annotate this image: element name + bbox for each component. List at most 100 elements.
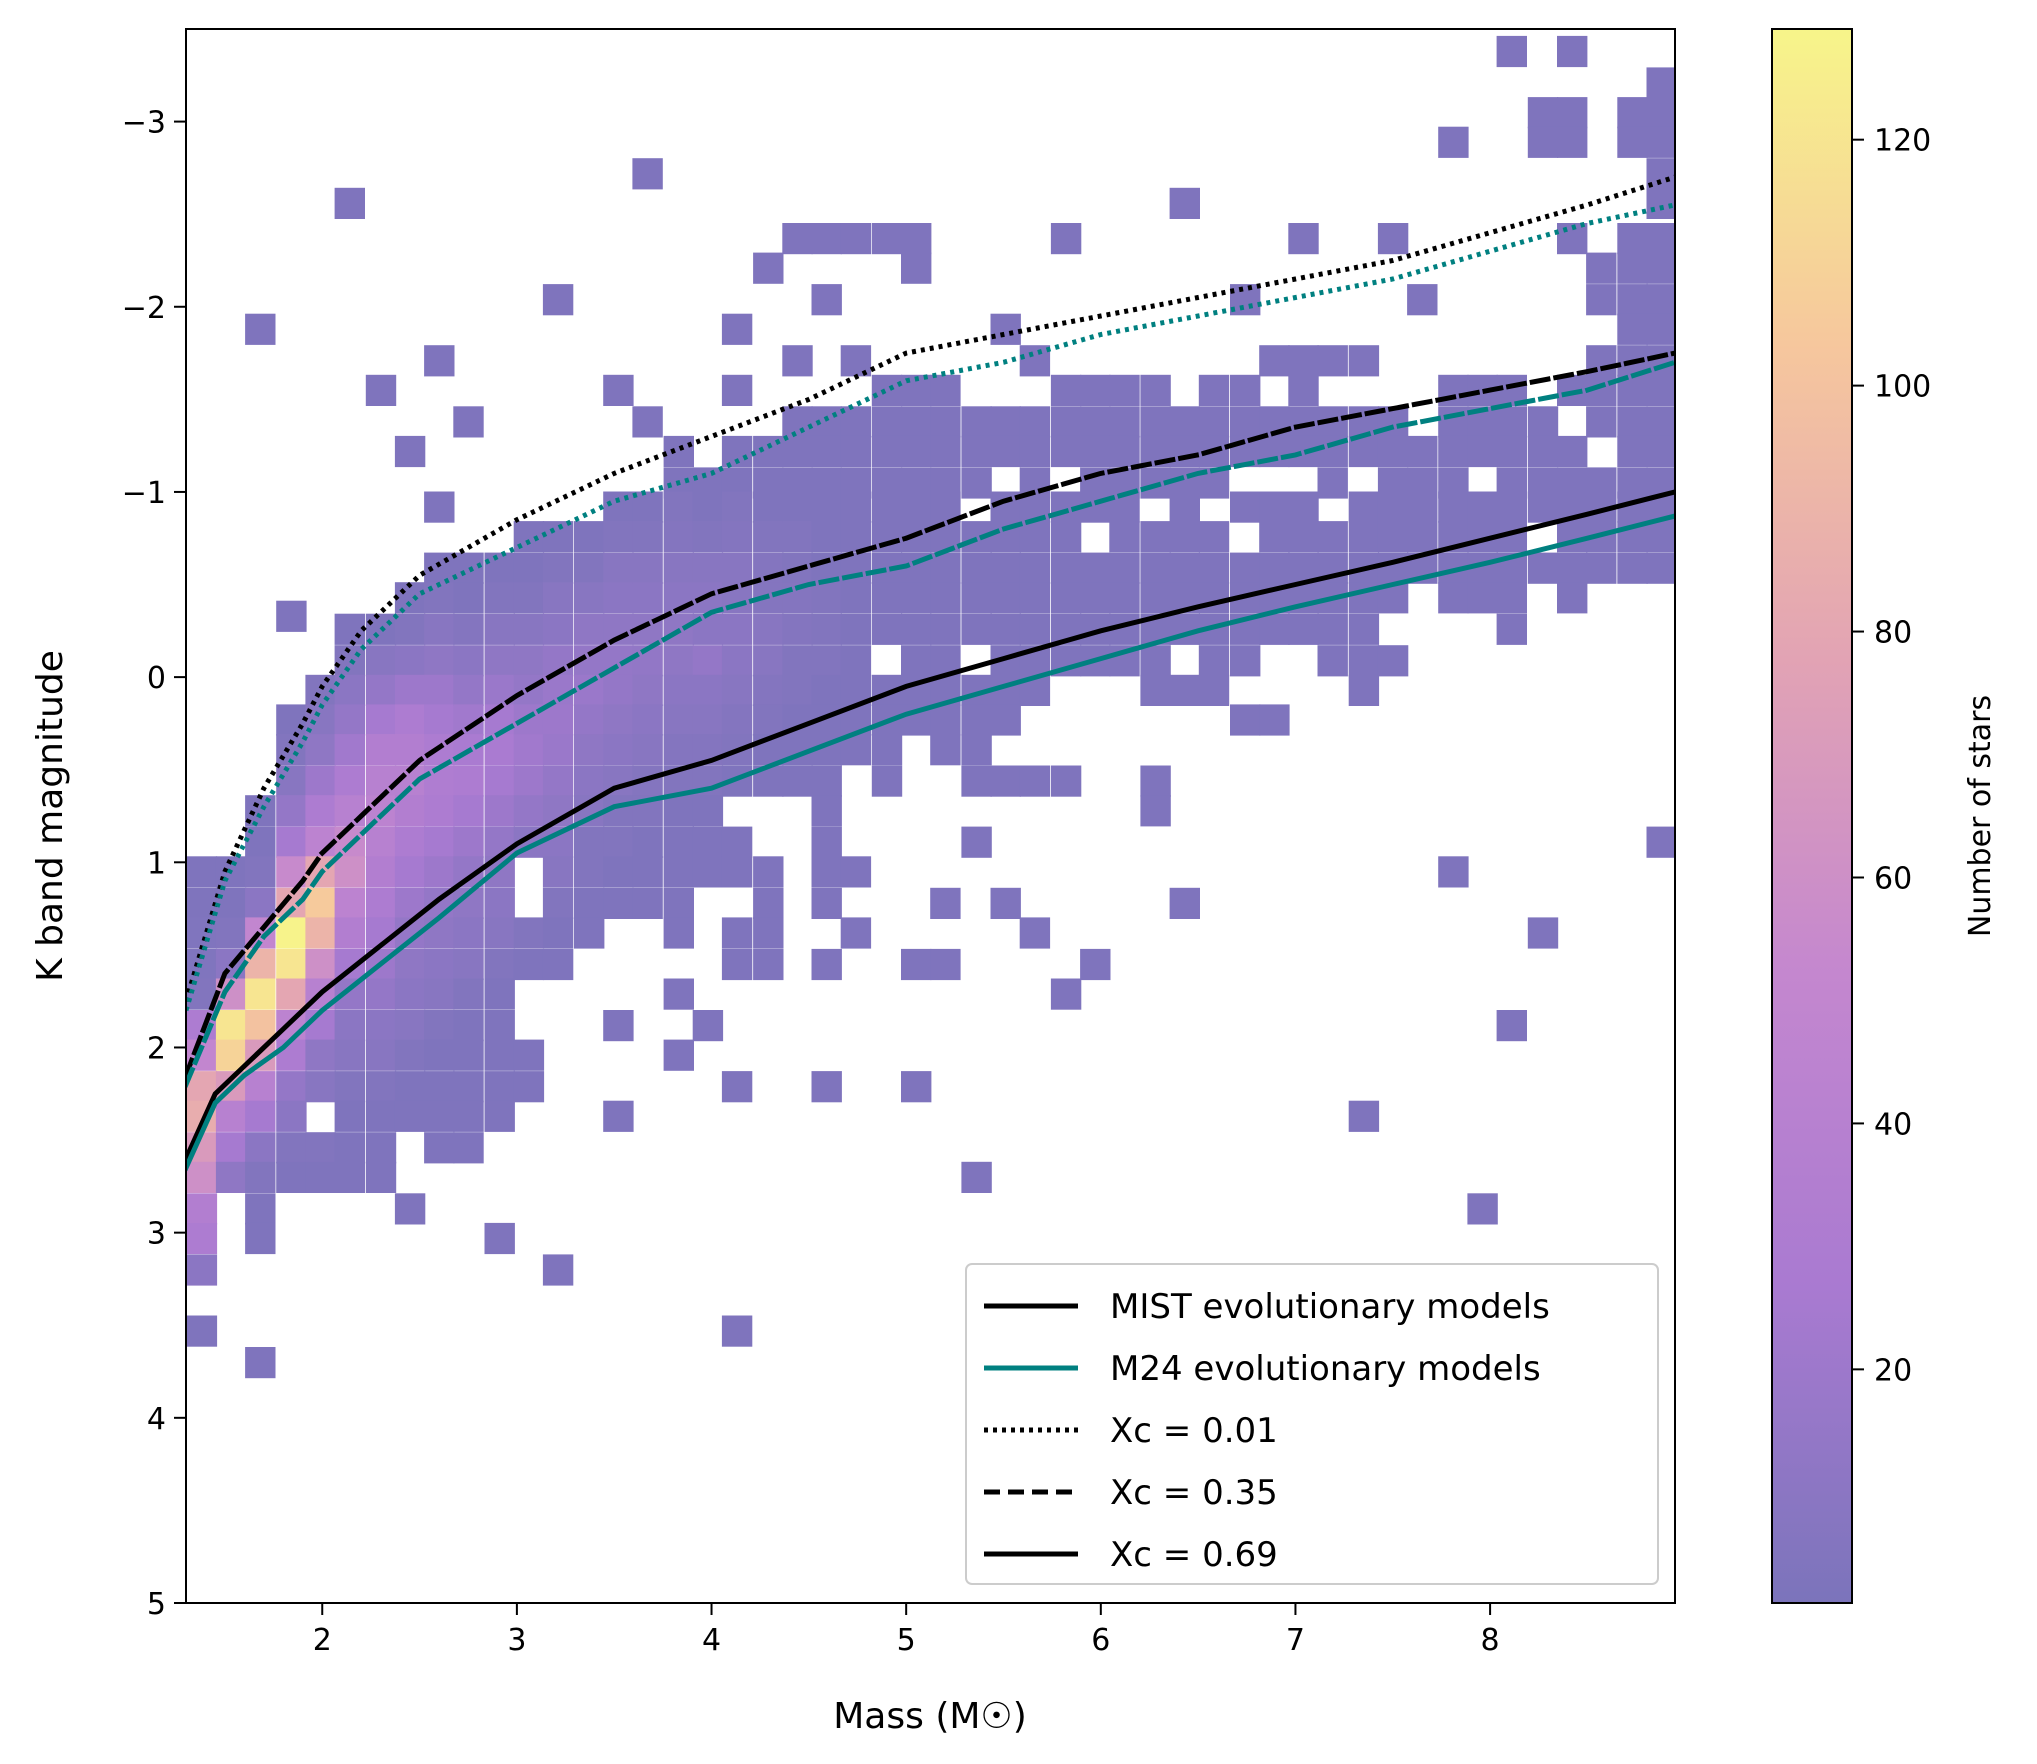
heatmap-cell (1259, 521, 1290, 553)
heatmap-cell (1496, 1010, 1527, 1042)
heatmap-cell (365, 978, 397, 1010)
heatmap-cell (1109, 582, 1140, 614)
heatmap-cell (603, 826, 634, 858)
heatmap-cell (394, 1193, 426, 1225)
heatmap-cell (632, 674, 663, 706)
legend-label: M24 evolutionary models (1110, 1349, 1541, 1389)
heatmap-cell (901, 613, 932, 645)
heatmap-cell (484, 887, 515, 919)
heatmap-cell (484, 645, 515, 677)
heatmap-cell (276, 600, 307, 632)
heatmap-cell (394, 948, 426, 981)
heatmap-cell (1140, 552, 1171, 584)
heatmap-cell (365, 1010, 397, 1042)
heatmap-cell (1496, 491, 1527, 523)
heatmap-cell (424, 645, 455, 677)
heatmap-cell (871, 734, 903, 766)
curve-m24-dotted (186, 202, 1675, 1012)
heatmap-cell (1019, 582, 1051, 614)
heatmap-cell (990, 552, 1021, 584)
heatmap-cell (542, 734, 574, 766)
heatmap-cell (365, 374, 397, 406)
heatmap-cell (692, 856, 724, 888)
heatmap-cell (513, 613, 545, 645)
heatmap-cell (305, 734, 336, 766)
heatmap-cell (394, 1100, 426, 1132)
heatmap-cell (186, 1254, 218, 1286)
heatmap-cell (990, 406, 1021, 438)
heatmap-cell (424, 795, 455, 827)
heatmap-cell (901, 948, 932, 981)
heatmap-cell (961, 582, 992, 614)
heatmap-cell (1317, 521, 1348, 553)
heatmap-cell (365, 1039, 397, 1071)
heatmap-cell (1617, 223, 1648, 255)
heatmap-cell (603, 887, 634, 919)
heatmap-cell (663, 978, 694, 1010)
heatmap-cell (811, 887, 842, 919)
x-tick-label: 4 (702, 1623, 721, 1658)
heatmap-cell (1198, 374, 1230, 406)
heatmap-cell (453, 978, 484, 1010)
heatmap-cell (1080, 435, 1111, 468)
heatmap-cell (186, 1193, 218, 1225)
heatmap-cell (1140, 582, 1171, 614)
y-axis-title: K band magnitude (30, 650, 71, 982)
colorbar-tick-label: 80 (1874, 616, 1912, 651)
heatmap-cell (1467, 491, 1498, 523)
heatmap-cell (245, 1222, 276, 1255)
heatmap-cell (663, 826, 694, 858)
heatmap-cell (394, 674, 426, 706)
heatmap-cell (663, 491, 694, 523)
heatmap-cell (1019, 765, 1051, 797)
heatmap-cell (1617, 313, 1648, 345)
heatmap-cell (513, 948, 545, 981)
heatmap-cell (1438, 435, 1469, 468)
heatmap-cell (542, 887, 574, 919)
curve-mist-dotted (186, 174, 1675, 1002)
heatmap-cell (721, 613, 753, 645)
heatmap-cell (453, 674, 484, 706)
heatmap-cell (1080, 948, 1111, 981)
heatmap-cell (186, 1161, 218, 1193)
heatmap-cell (721, 948, 753, 981)
heatmap-cell (1438, 406, 1469, 438)
y-tick-label: −2 (122, 291, 166, 326)
heatmap-cell (1230, 374, 1261, 406)
heatmap-cell (1140, 674, 1171, 706)
colorbar-tick-label: 100 (1874, 370, 1931, 405)
heatmap-cell (276, 1132, 307, 1164)
heatmap-cell (305, 948, 336, 981)
heatmap-cell (394, 1071, 426, 1103)
heatmap-cell (1407, 284, 1438, 316)
heatmap-cell (871, 582, 903, 614)
heatmap-cell (930, 613, 961, 645)
heatmap-cell (663, 645, 694, 677)
heatmap-cell (1586, 252, 1617, 284)
heatmap-cell (753, 521, 784, 553)
heatmap-cell (453, 1100, 484, 1132)
curve-m24-dashed (186, 359, 1675, 1088)
heatmap-cell (782, 521, 813, 553)
heatmap-cell (574, 613, 605, 645)
heatmap-cell (1230, 406, 1261, 438)
heatmap-cell (632, 734, 663, 766)
heatmap-cell (334, 856, 365, 888)
heatmap-cell (782, 223, 813, 255)
heatmap-cell (1169, 521, 1200, 553)
heatmap-cell (394, 613, 426, 645)
heatmap-cell (1050, 223, 1082, 255)
heatmap-cell (1169, 674, 1200, 706)
heatmap-cell (901, 435, 932, 468)
heatmap-cell (334, 1039, 365, 1071)
heatmap-cell (1288, 613, 1319, 645)
heatmap-cell (334, 734, 365, 766)
heatmap-cell (365, 826, 397, 858)
heatmap-cell (542, 613, 574, 645)
heatmap-cell (365, 1161, 397, 1193)
heatmap-cell (1230, 552, 1261, 584)
heatmap-cell (811, 856, 842, 888)
heatmap-cell (365, 734, 397, 766)
heatmap-cell (603, 552, 634, 584)
y-tick-label: −1 (122, 476, 166, 511)
